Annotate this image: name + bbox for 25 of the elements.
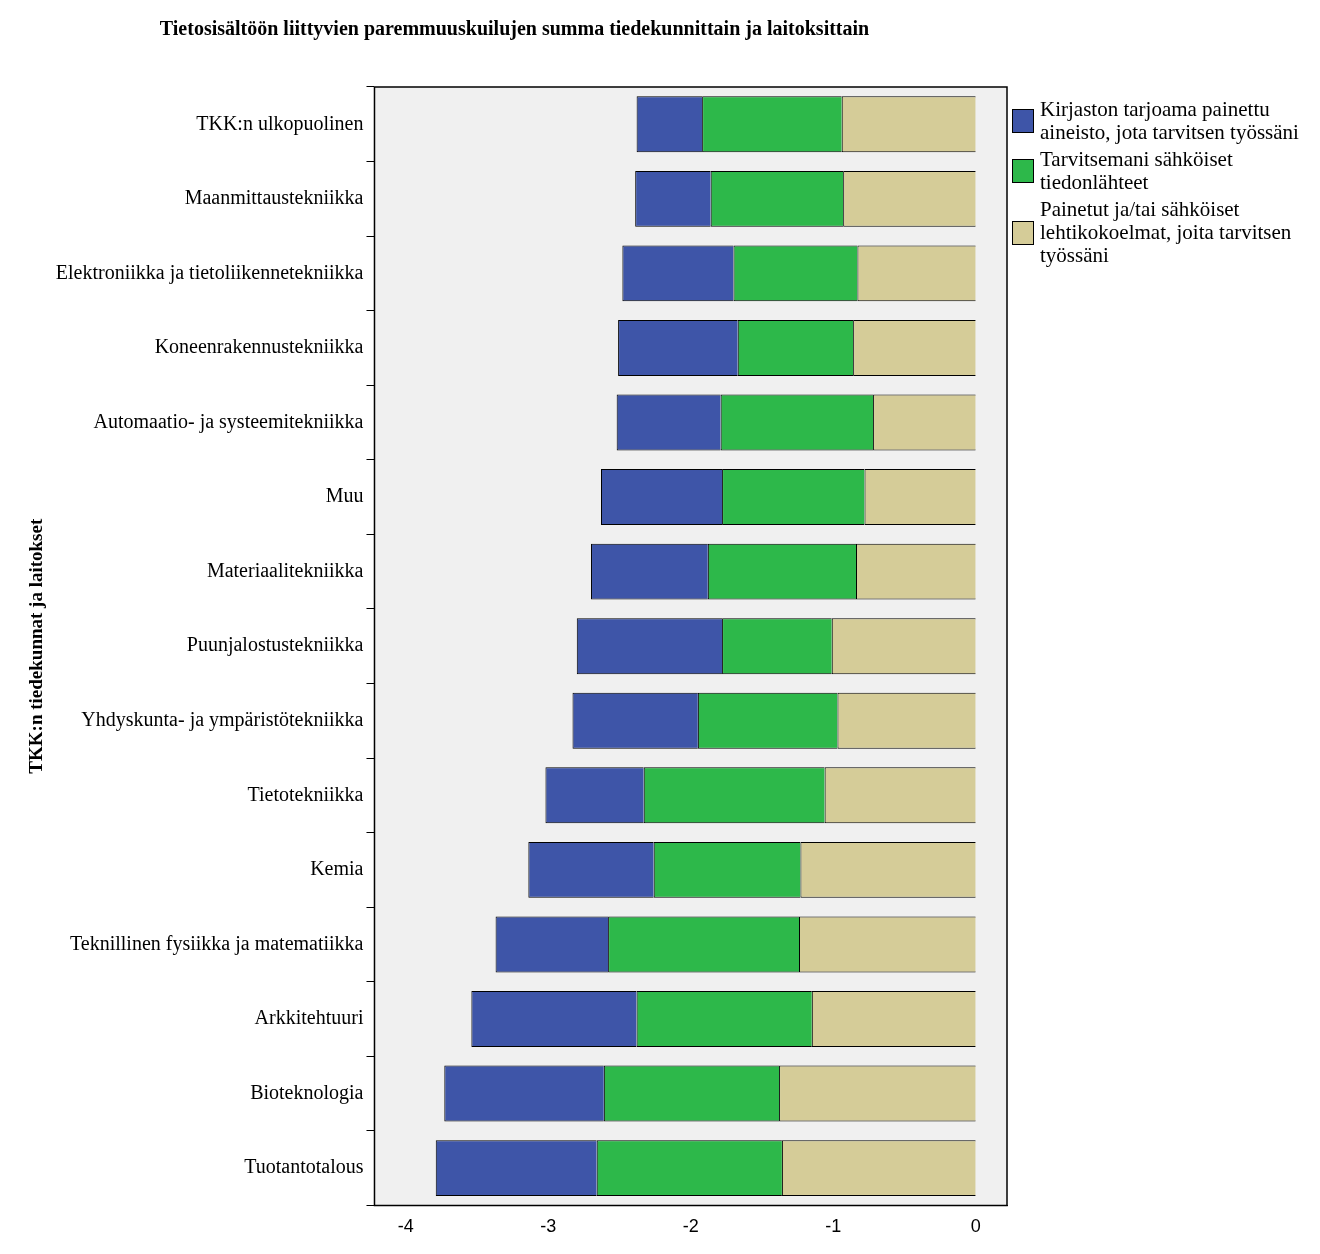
- x-tick-label: -1: [825, 1216, 842, 1237]
- legend-label: Tarvitsemani sähköiset tiedonlähteet: [1040, 147, 1234, 194]
- y-tick-label: TKK:n ulkopuolinen: [196, 111, 364, 135]
- y-tick-label: Materiaalitekniikka: [206, 558, 364, 581]
- y-tick-label: Teknillinen fysiikka ja matematiikka: [69, 931, 364, 955]
- x-tick-label: -2: [682, 1216, 699, 1237]
- x-tick-label: 0: [970, 1216, 981, 1237]
- y-tick-label: Muu: [325, 484, 364, 507]
- y-tick-label: Tietotekniikka: [247, 782, 364, 805]
- y-tick-label: Kemia: [310, 857, 364, 880]
- y-tick-label: Automaatio- ja systeemitekniikka: [93, 409, 364, 433]
- y-tick-label: Bioteknologia: [250, 1080, 364, 1104]
- y-tick-label: Yhdyskunta- ja ympäristötekniikka: [81, 708, 364, 732]
- y-tick-label: Puunjalostustekniikka: [186, 633, 364, 657]
- legend-label: Painetut ja/tai sähköiset lehtikokoelmat, joita tarvitsen työssäni: [1040, 197, 1293, 267]
- y-tick-label: Koneenrakennustekniikka: [154, 335, 364, 358]
- y-axis-title: TKK:n tiedekunnat ja laitokset: [25, 518, 47, 774]
- chart-title: Tietosisältöön liittyvien paremmuuskuilujen summa tiedekunnittain ja laitoksittain: [159, 17, 870, 41]
- x-tick-label: -4: [397, 1216, 414, 1237]
- legend-label: Kirjaston tarjoama painettu aineisto, jota tarvitsen työssäni: [1040, 97, 1300, 144]
- y-tick-label: Tuotantotalous: [244, 1155, 364, 1178]
- y-tick-label: Arkkitehtuuri: [254, 1006, 364, 1029]
- x-tick-label: -3: [540, 1216, 557, 1237]
- y-tick-label: Elektroniikka ja tietoliikennetekniikka: [55, 260, 364, 284]
- y-tick-label: Maanmittaustekniikka: [184, 186, 364, 209]
